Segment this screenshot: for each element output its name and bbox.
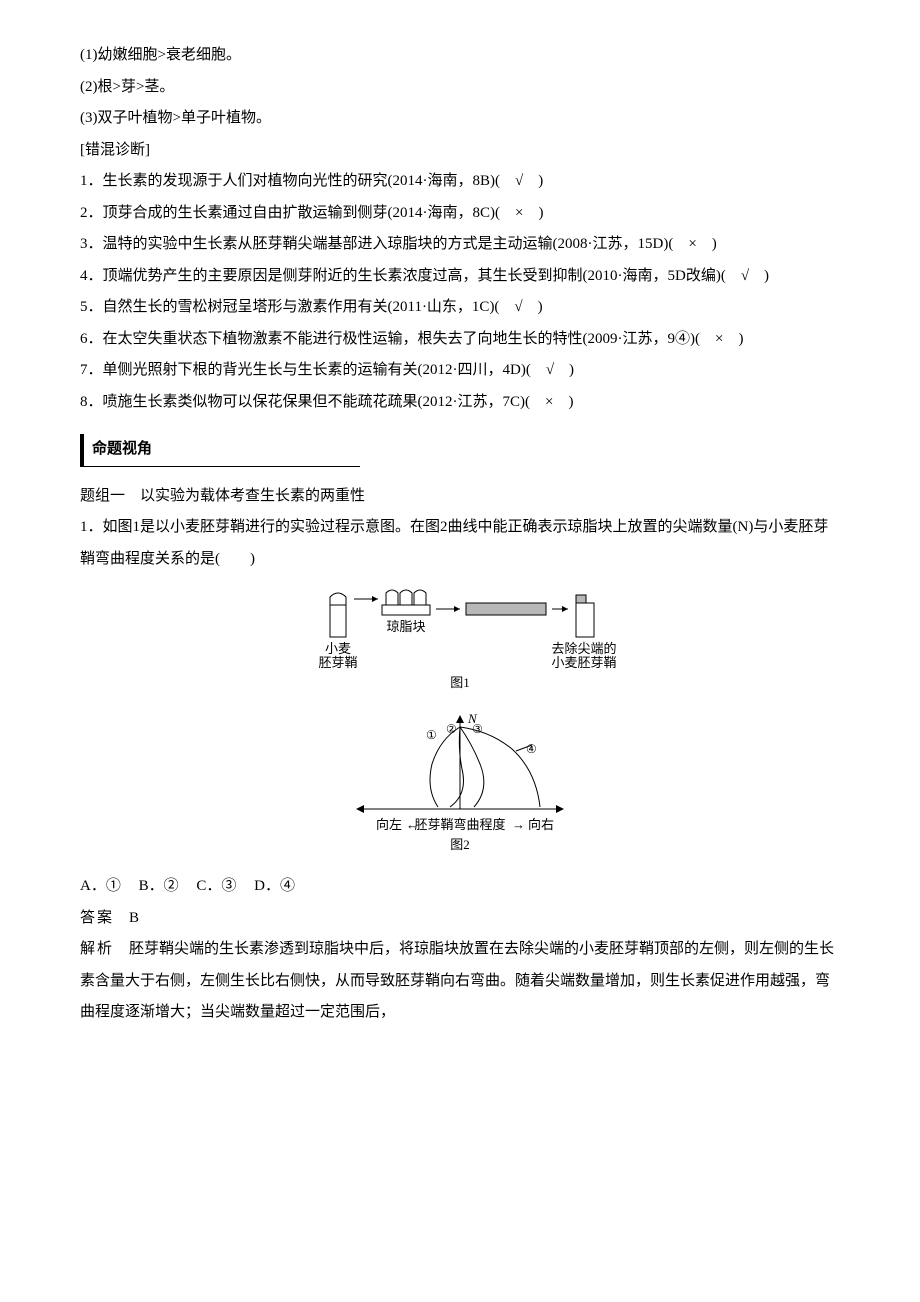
opt-d: D．④ (254, 878, 295, 894)
perspective-underline (80, 466, 360, 467)
fig1-caption: 图1 (450, 675, 470, 690)
group-heading: 题组一 以实验为载体考查生长素的两重性 (80, 481, 840, 513)
intro-line-2: (2)根>芽>茎。 (80, 72, 840, 104)
q1-options: A．① B．② C．③ D．④ (80, 871, 840, 903)
svg-text:小麦胚芽鞘: 小麦胚芽鞘 (551, 655, 616, 670)
q1-answer-line: 答案 B (80, 903, 840, 935)
fig2-right: 向右 (528, 817, 554, 832)
opt-c: C．③ (196, 878, 236, 894)
fig2-c4: ④ (526, 742, 537, 756)
svg-text:→: → (512, 817, 525, 832)
explain-label: 解析 (80, 941, 114, 957)
fig2-xaxis: 胚芽鞘弯曲程度 (414, 817, 505, 832)
diag-q5: 5．自然生长的雪松树冠呈塔形与激素作用有关(2011·山东，1C)( √ ) (80, 292, 840, 324)
svg-text:去除尖端的: 去除尖端的 (551, 641, 616, 656)
perspective-heading: 命题视角 (80, 434, 152, 466)
opt-b: B．② (139, 878, 179, 894)
q1-stem: 1．如图1是以小麦胚芽鞘进行的实验过程示意图。在图2曲线中能正确表示琼脂块上放置… (80, 512, 840, 575)
diag-q8: 8．喷施生长素类似物可以保花保果但不能疏花疏果(2012·江苏，7C)( × ) (80, 387, 840, 419)
diagnosis-heading: [错混诊断] (80, 135, 840, 167)
answer-value: B (129, 910, 139, 926)
opt-a: A．① (80, 878, 121, 894)
fig2-caption: 图2 (450, 837, 470, 852)
intro-line-3: (3)双子叶植物>单子叶植物。 (80, 103, 840, 135)
explain-text: 胚芽鞘尖端的生长素渗透到琼脂块中后，将琼脂块放置在去除尖端的小麦胚芽鞘顶部的左侧… (80, 941, 834, 1020)
diag-q4: 4．顶端优势产生的主要原因是侧芽附近的生长素浓度过高，其生长受到抑制(2010·… (80, 261, 840, 293)
diag-q7: 7．单侧光照射下根的背光生长与生长素的运输有关(2012·四川，4D)( √ ) (80, 355, 840, 387)
svg-text:胚芽鞘: 胚芽鞘 (318, 655, 357, 670)
figure-2: N ① ② ③ ④ 向左 ← 胚芽鞘弯曲程度 → 向右 图2 (80, 709, 840, 859)
diag-q2: 2．顶芽合成的生长素通过自由扩散运输到侧芽(2014·海南，8C)( × ) (80, 198, 840, 230)
fig2-left: 向左 (376, 817, 402, 832)
fig1-label-coleoptile-l1: 小麦 (325, 641, 351, 656)
diag-q1: 1．生长素的发现源于人们对植物向光性的研究(2014·海南，8B)( √ ) (80, 166, 840, 198)
intro-line-1: (1)幼嫩细胞>衰老细胞。 (80, 40, 840, 72)
fig2-c2: ② (446, 722, 457, 736)
fig1-label-agar: 琼脂块 (386, 619, 425, 634)
fig2-c3: ③ (472, 722, 483, 736)
figure-1-svg: 小麦 胚芽鞘 琼脂块 去除尖端的 小麦胚芽鞘 图1 (300, 587, 620, 697)
diag-q3: 3．温特的实验中生长素从胚芽鞘尖端基部进入琼脂块的方式是主动运输(2008·江苏… (80, 229, 840, 261)
q1-explain: 解析 胚芽鞘尖端的生长素渗透到琼脂块中后，将琼脂块放置在去除尖端的小麦胚芽鞘顶部… (80, 934, 840, 1029)
diag-q6: 6．在太空失重状态下植物激素不能进行极性运输，根失去了向地生长的特性(2009·… (80, 324, 840, 356)
figure-1: 小麦 胚芽鞘 琼脂块 去除尖端的 小麦胚芽鞘 图1 (80, 587, 840, 697)
figure-2-svg: N ① ② ③ ④ 向左 ← 胚芽鞘弯曲程度 → 向右 图2 (340, 709, 580, 859)
fig2-c1: ① (426, 728, 437, 742)
answer-label: 答案 (80, 910, 114, 926)
